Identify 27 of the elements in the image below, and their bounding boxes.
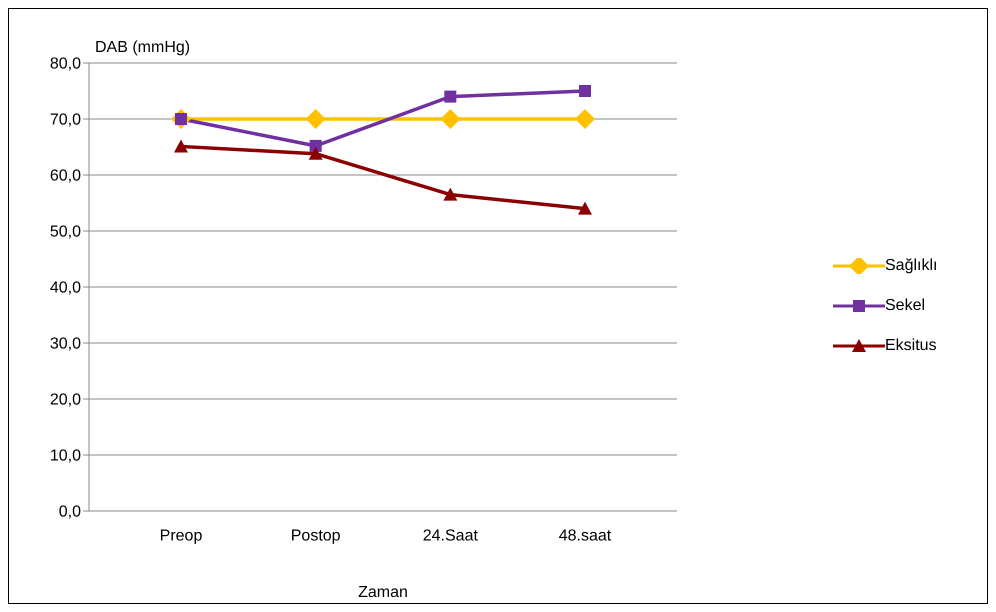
- point: [306, 109, 326, 129]
- y-tick-label: 60,0: [50, 168, 82, 185]
- point: [308, 146, 323, 160]
- x-axis-title: Zaman: [358, 584, 408, 601]
- legend-label: Sekel: [885, 297, 926, 315]
- point: [440, 109, 460, 129]
- y-tick-label: 10,0: [50, 448, 82, 465]
- legend-label: Eksitus: [885, 337, 937, 355]
- x-tick-label: 48.saat: [558, 527, 612, 544]
- y-tick-label: 0,0: [58, 504, 82, 521]
- x-tick-label: Postop: [290, 527, 341, 544]
- y-tick-label: 50,0: [50, 224, 82, 241]
- y-tick-label: 70,0: [50, 112, 82, 129]
- y-tick-label: 20,0: [50, 392, 82, 409]
- y-axis-title: DAB (mmHg): [95, 39, 190, 57]
- point: [444, 90, 456, 103]
- point: [578, 202, 592, 215]
- point: [174, 139, 188, 152]
- y-tick-label: 80,0: [50, 56, 82, 73]
- x-tick-label: 24.Saat: [422, 527, 478, 544]
- y-tick-label: 40,0: [50, 280, 82, 297]
- point: [443, 188, 458, 201]
- x-tick-label: Preop: [160, 527, 202, 544]
- point: [575, 109, 595, 129]
- y-tick-label: 30,0: [50, 336, 82, 353]
- legend-label: Sağlıklı: [885, 257, 938, 275]
- point: [579, 85, 591, 97]
